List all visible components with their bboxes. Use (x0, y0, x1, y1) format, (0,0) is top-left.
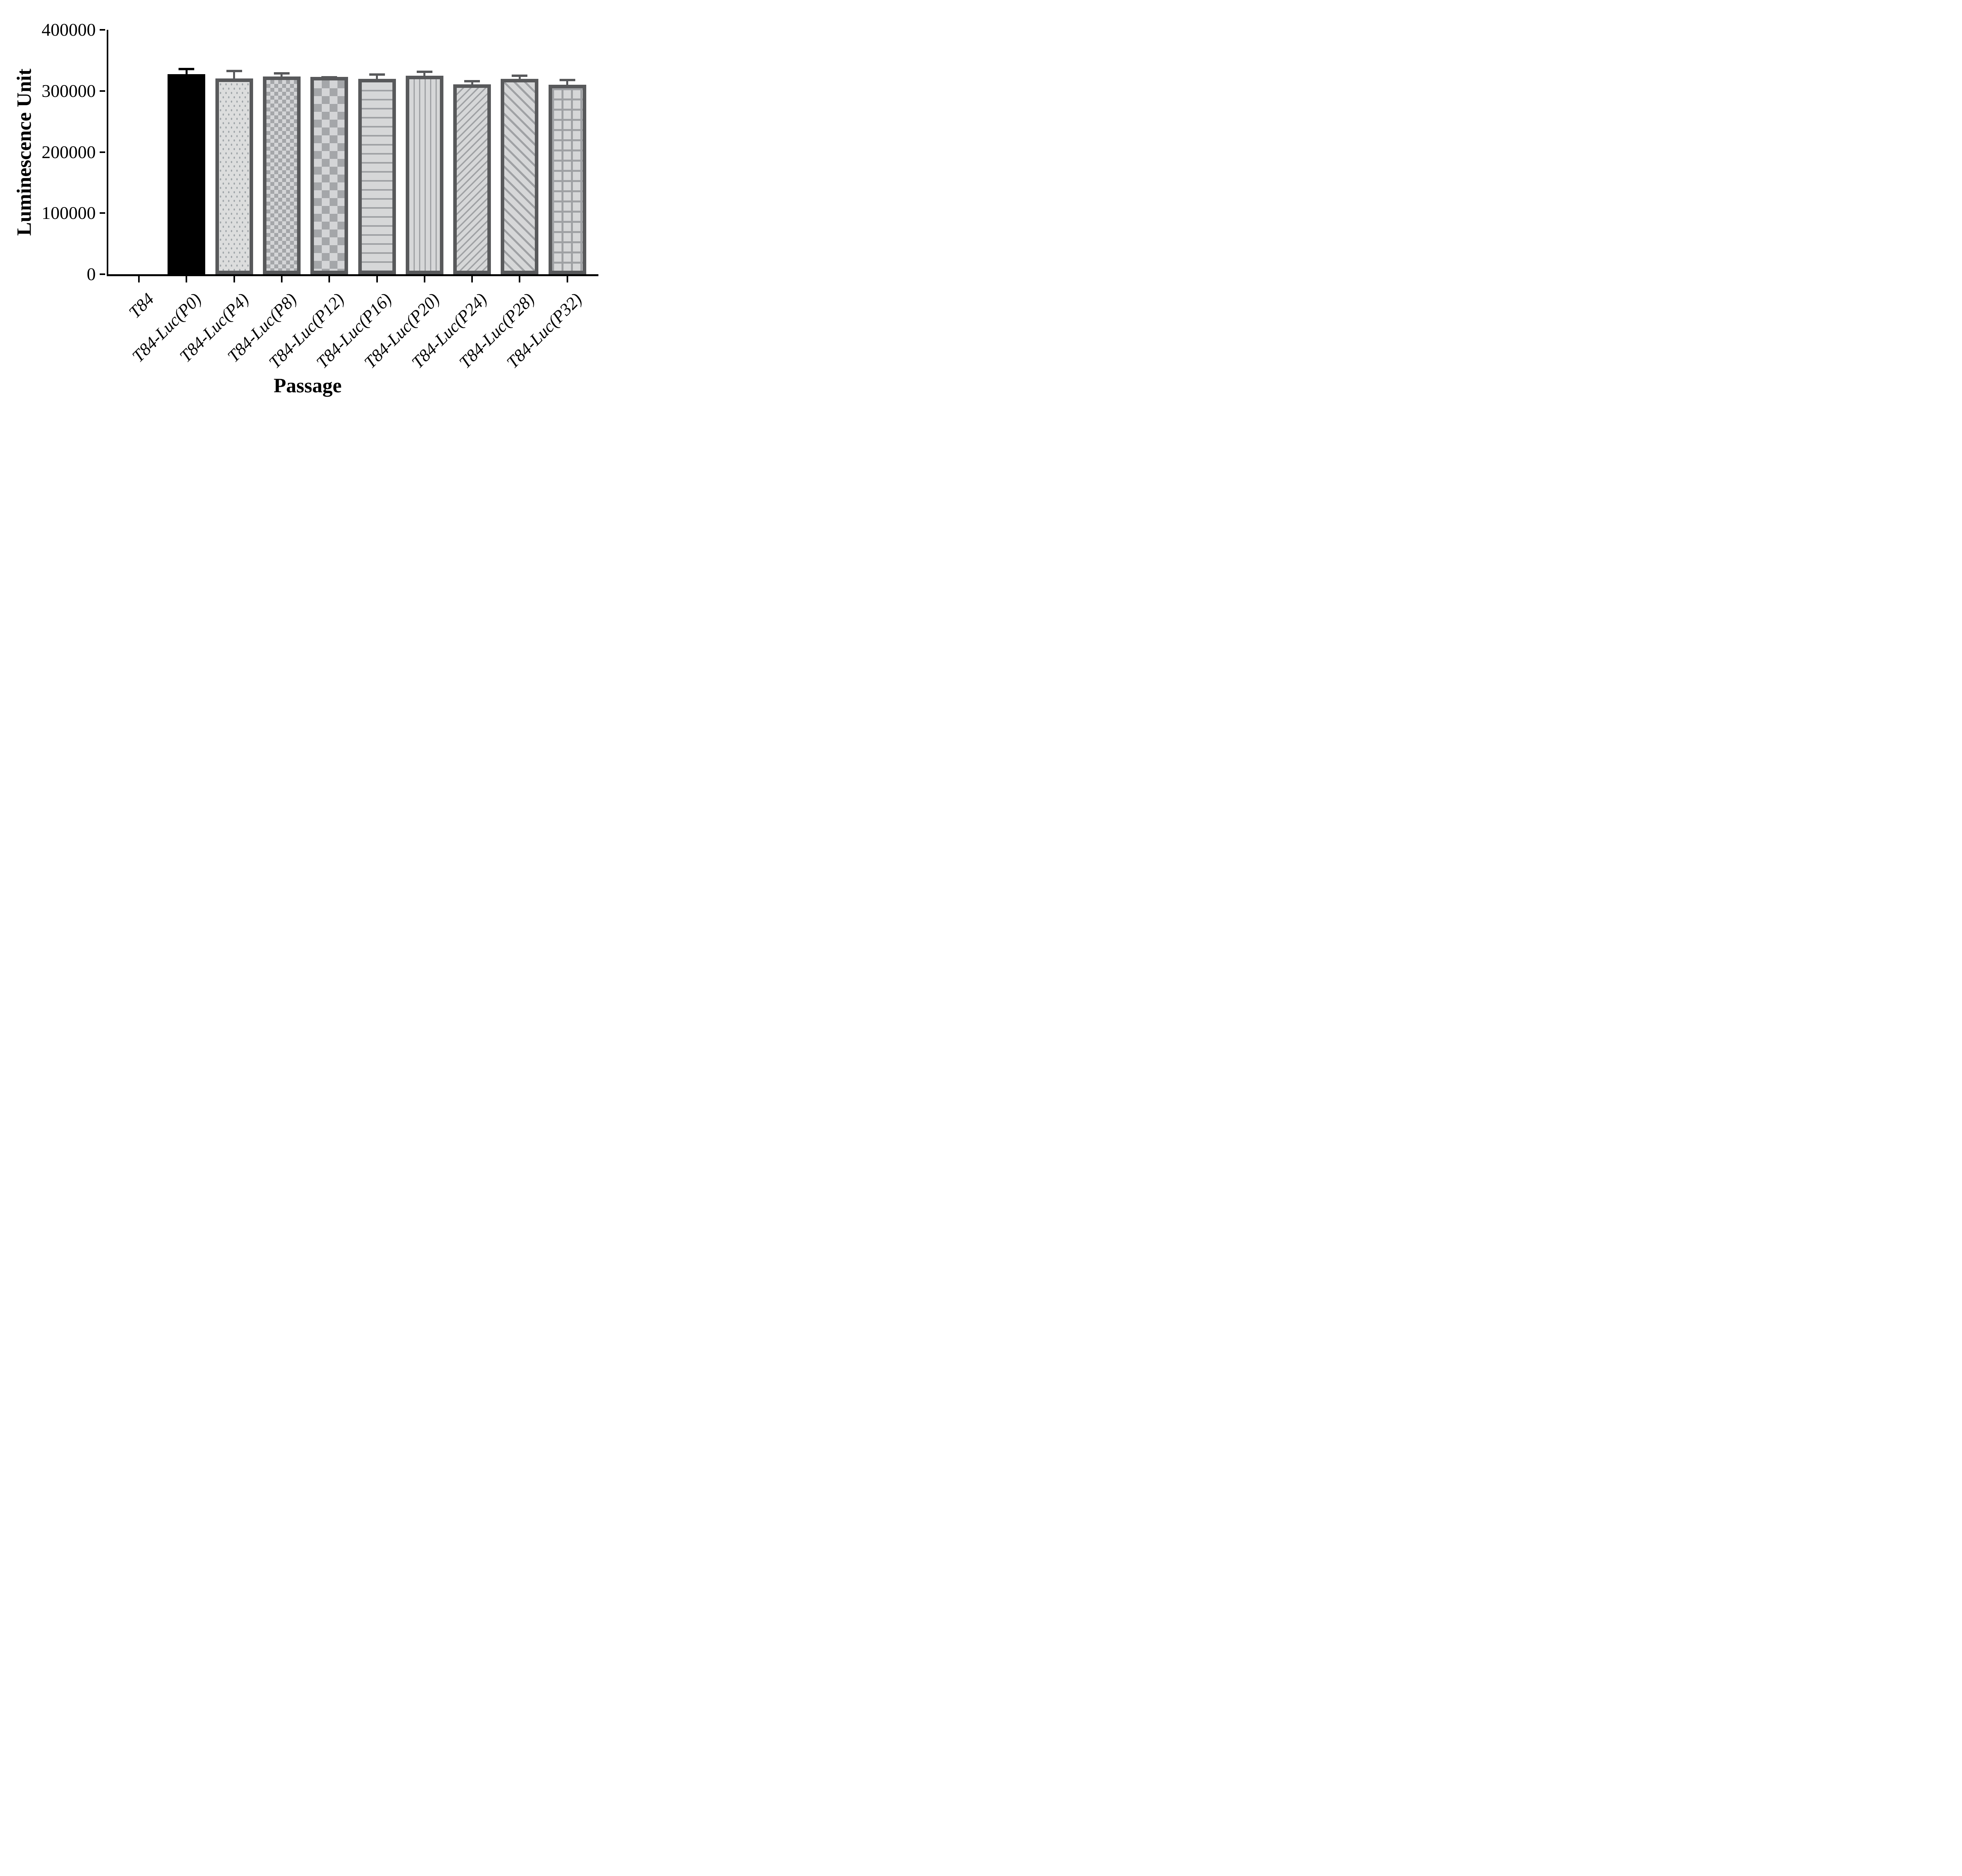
y-tick-label: 400000 (42, 20, 96, 40)
bar-t84-luc-p20 (405, 75, 443, 274)
y-axis-tick (100, 273, 105, 275)
y-axis-tick (100, 90, 105, 92)
error-bar-cap (512, 74, 528, 77)
bar-chart-figure: Luminescence Unit Passage 0 100000 200000 3… (0, 0, 615, 412)
error-bar-cap (369, 73, 385, 76)
error-bar-stem (233, 70, 235, 85)
error-bar-cap (179, 68, 195, 71)
x-axis-tick (519, 276, 521, 282)
x-axis-tick (186, 276, 188, 282)
x-axis-tick (423, 276, 425, 282)
error-bar-cap (274, 72, 290, 75)
bar-t84-luc-p16 (358, 78, 396, 274)
y-tick-label: 200000 (42, 142, 96, 162)
y-tick-label: 300000 (42, 80, 96, 101)
x-axis-tick (281, 276, 283, 282)
bar-t84-luc-p12 (310, 76, 348, 274)
bar-t84-luc-p0 (168, 74, 206, 274)
bar-t84-luc-p8 (263, 76, 301, 274)
error-bar-cap (464, 80, 480, 82)
error-bar (226, 70, 242, 85)
x-axis-title: Passage (274, 375, 342, 397)
bar-t84-luc-p32 (548, 85, 586, 274)
y-tick-label: 0 (87, 264, 96, 284)
bar-t84-luc-p24 (453, 84, 491, 274)
x-axis-tick (328, 276, 330, 282)
y-axis-tick (100, 29, 105, 31)
x-axis-tick (376, 276, 378, 282)
x-axis-tick (138, 276, 140, 282)
y-axis-tick (100, 212, 105, 214)
plot-area (107, 30, 598, 276)
x-axis-tick (233, 276, 235, 282)
bar-t84-luc-p4 (215, 78, 253, 274)
x-axis-tick (471, 276, 473, 282)
y-axis-tick (100, 151, 105, 153)
error-bar-cap (226, 70, 242, 73)
error-bar-cap (559, 78, 575, 81)
y-tick-label: 100000 (42, 203, 96, 223)
bar-t84-luc-p28 (501, 78, 539, 274)
error-bar-cap (416, 70, 432, 73)
x-axis-tick (566, 276, 568, 282)
x-tick-label: T84 (125, 289, 158, 322)
